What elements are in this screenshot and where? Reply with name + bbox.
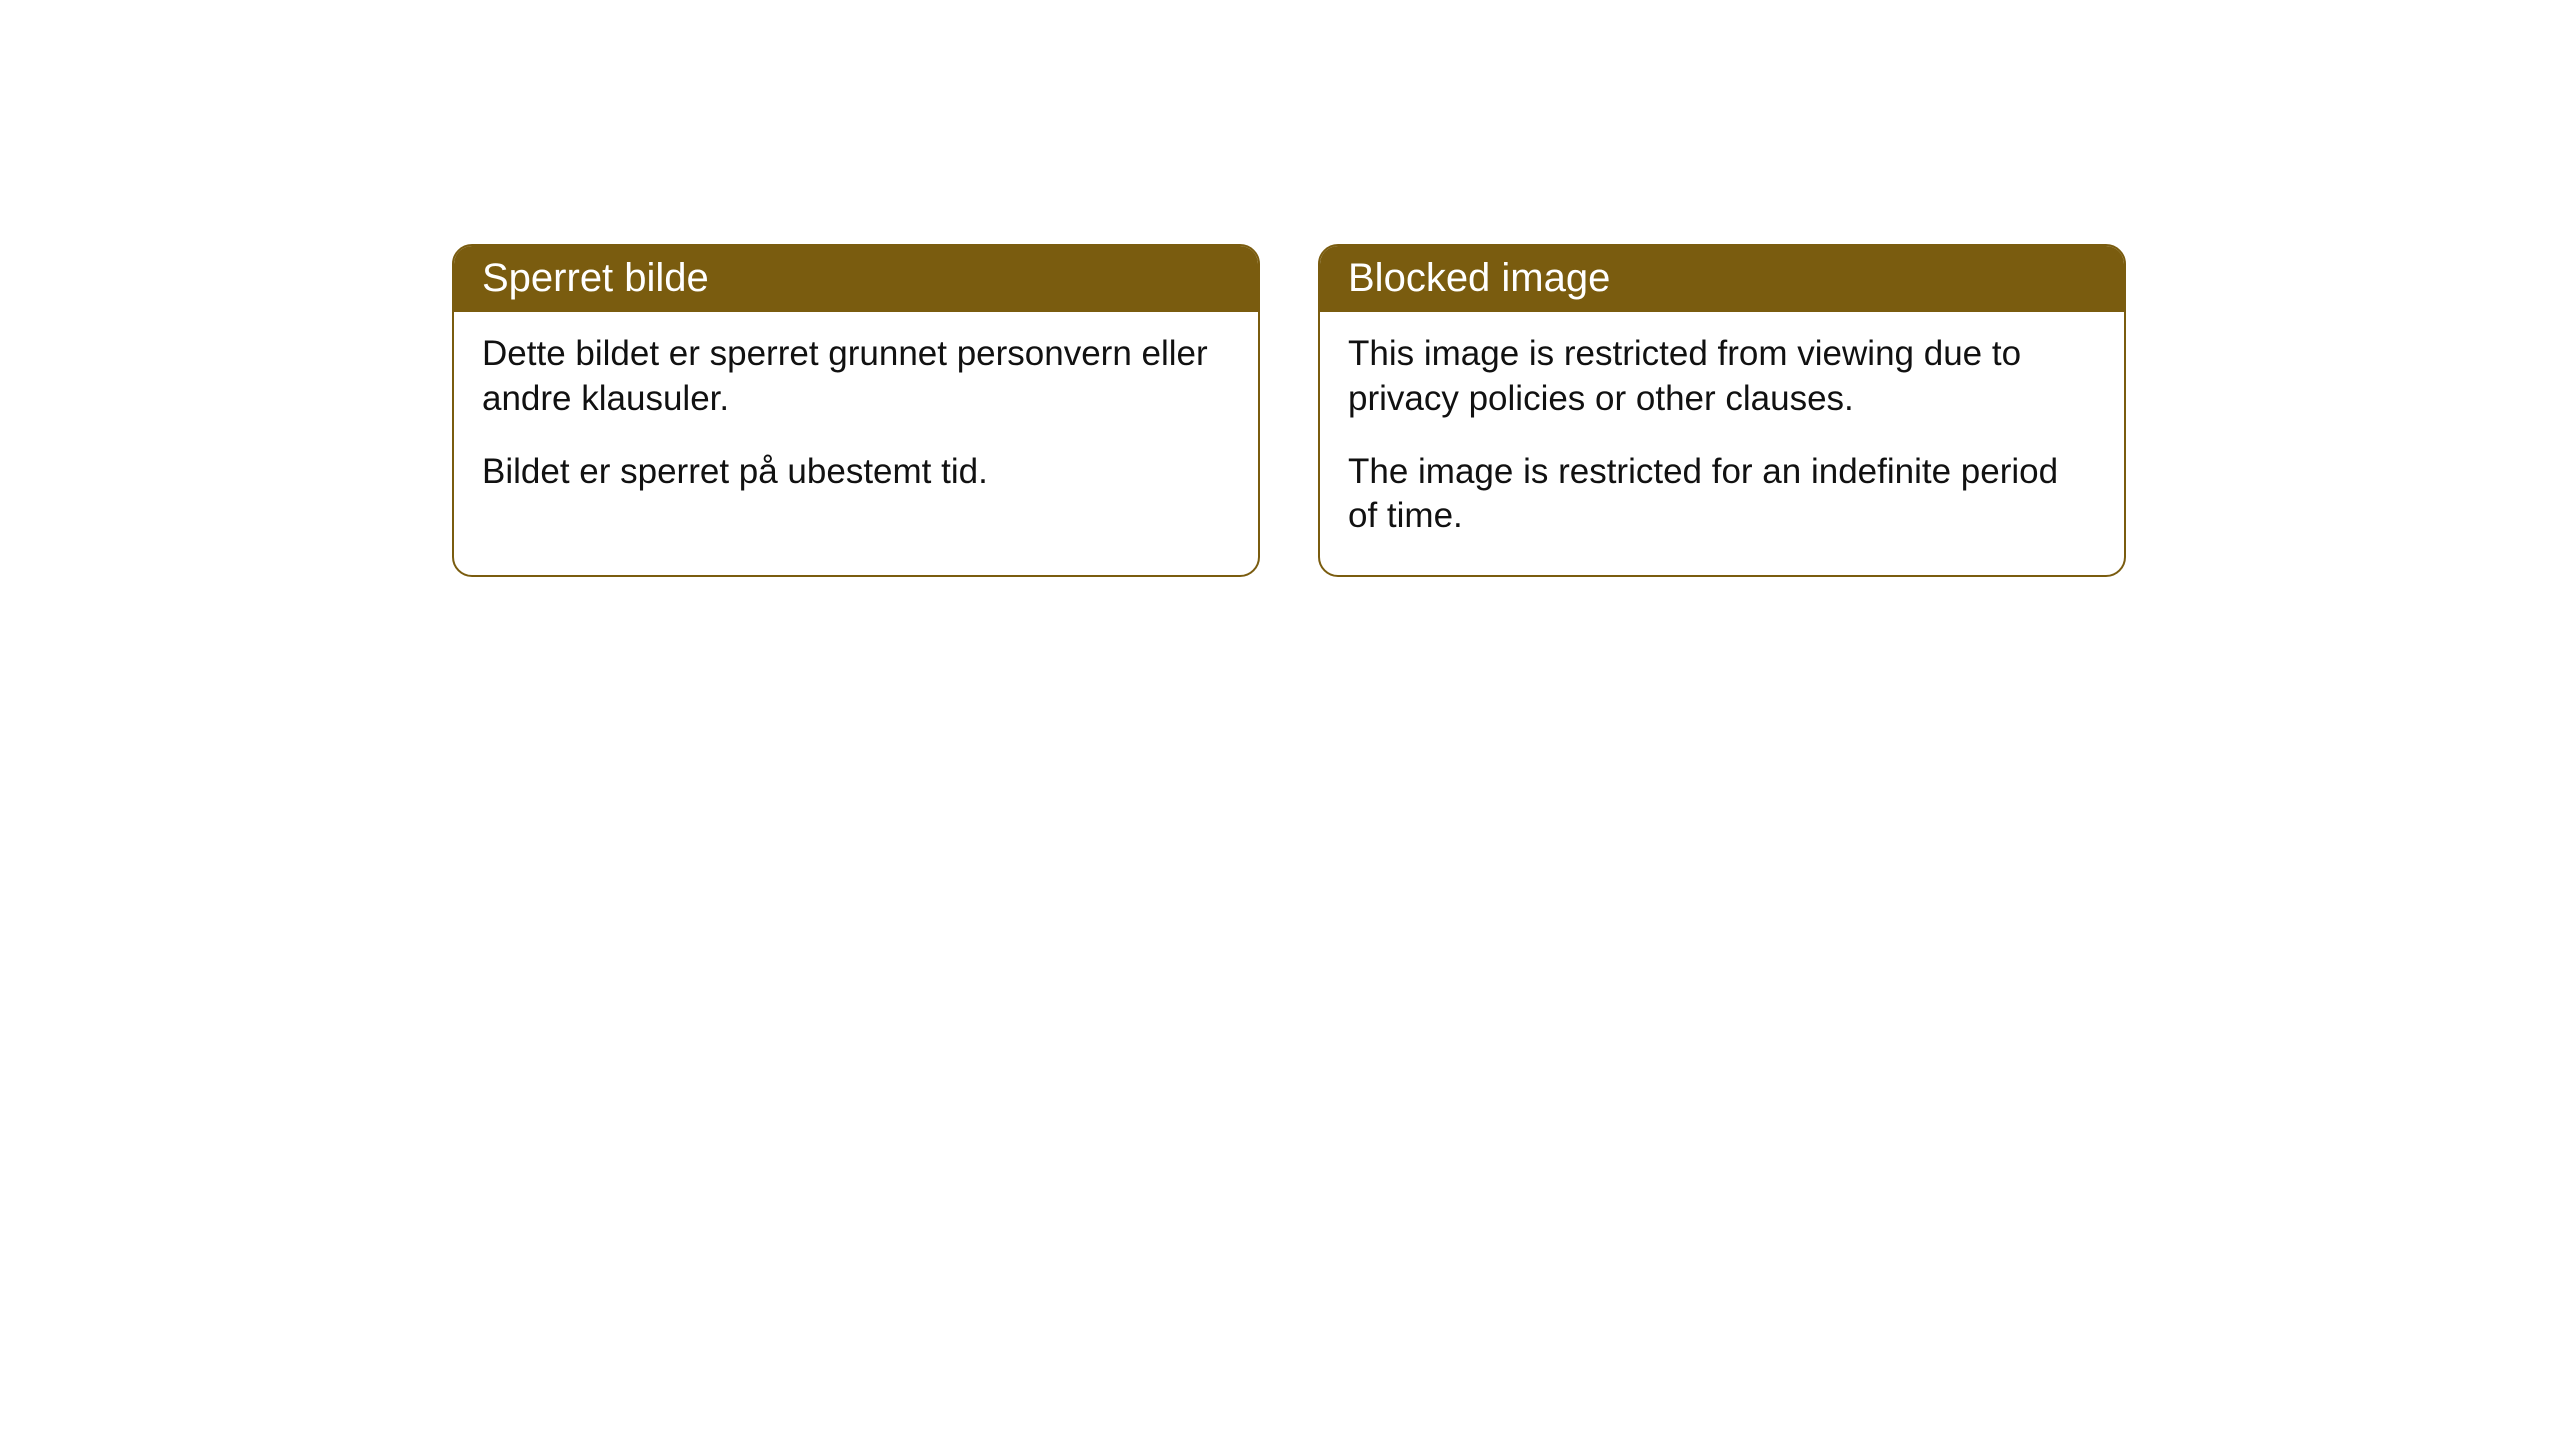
notice-card-english: Blocked image This image is restricted f… bbox=[1318, 244, 2126, 577]
card-header-english: Blocked image bbox=[1320, 246, 2124, 312]
card-paragraph-2: The image is restricted for an indefinit… bbox=[1348, 450, 2096, 540]
card-paragraph-1: Dette bildet er sperret grunnet personve… bbox=[482, 332, 1230, 422]
card-body-english: This image is restricted from viewing du… bbox=[1320, 312, 2124, 575]
card-paragraph-2: Bildet er sperret på ubestemt tid. bbox=[482, 450, 1230, 495]
notice-card-norwegian: Sperret bilde Dette bildet er sperret gr… bbox=[452, 244, 1260, 577]
card-paragraph-1: This image is restricted from viewing du… bbox=[1348, 332, 2096, 422]
card-title: Sperret bilde bbox=[482, 256, 709, 300]
card-title: Blocked image bbox=[1348, 256, 1610, 300]
card-header-norwegian: Sperret bilde bbox=[454, 246, 1258, 312]
card-body-norwegian: Dette bildet er sperret grunnet personve… bbox=[454, 312, 1258, 530]
notice-cards-container: Sperret bilde Dette bildet er sperret gr… bbox=[452, 244, 2126, 577]
